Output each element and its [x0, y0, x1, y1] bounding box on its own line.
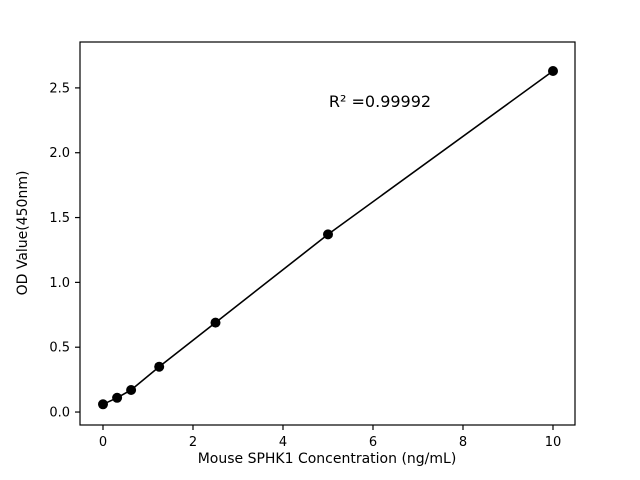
data-point: [126, 385, 137, 395]
y-tick-label: 0.5: [49, 341, 70, 356]
x-tick-label: 6: [369, 435, 377, 450]
data-point: [210, 317, 221, 328]
x-axis-ticks: 0 2 4 6 8 10: [99, 425, 561, 450]
y-tick-label: 1.0: [49, 276, 70, 291]
y-tick-label: 0.0: [49, 406, 70, 421]
data-series: [98, 66, 558, 410]
x-tick-label: 4: [279, 435, 287, 450]
x-tick-label: 10: [545, 435, 562, 450]
x-tick-label: 0: [99, 435, 107, 450]
x-tick-label: 8: [459, 435, 467, 450]
r-squared-annotation: R² =0.99992: [329, 92, 431, 111]
y-tick-label: 1.5: [49, 211, 70, 226]
y-tick-label: 2.0: [49, 146, 70, 161]
x-axis-label: Mouse SPHK1 Concentration (ng/mL): [198, 451, 457, 467]
y-tick-label: 2.5: [49, 81, 70, 96]
data-point: [112, 392, 123, 403]
x-tick-label: 2: [189, 435, 197, 450]
plot-area: [79, 41, 576, 426]
y-axis-ticks: 0.0 0.5 1.0 1.5 2.0 2.5: [49, 81, 80, 421]
data-point: [154, 361, 165, 372]
y-axis-label: OD Value(450nm): [15, 171, 31, 296]
data-point: [323, 229, 333, 240]
data-point: [548, 66, 558, 76]
data-point: [98, 399, 108, 410]
